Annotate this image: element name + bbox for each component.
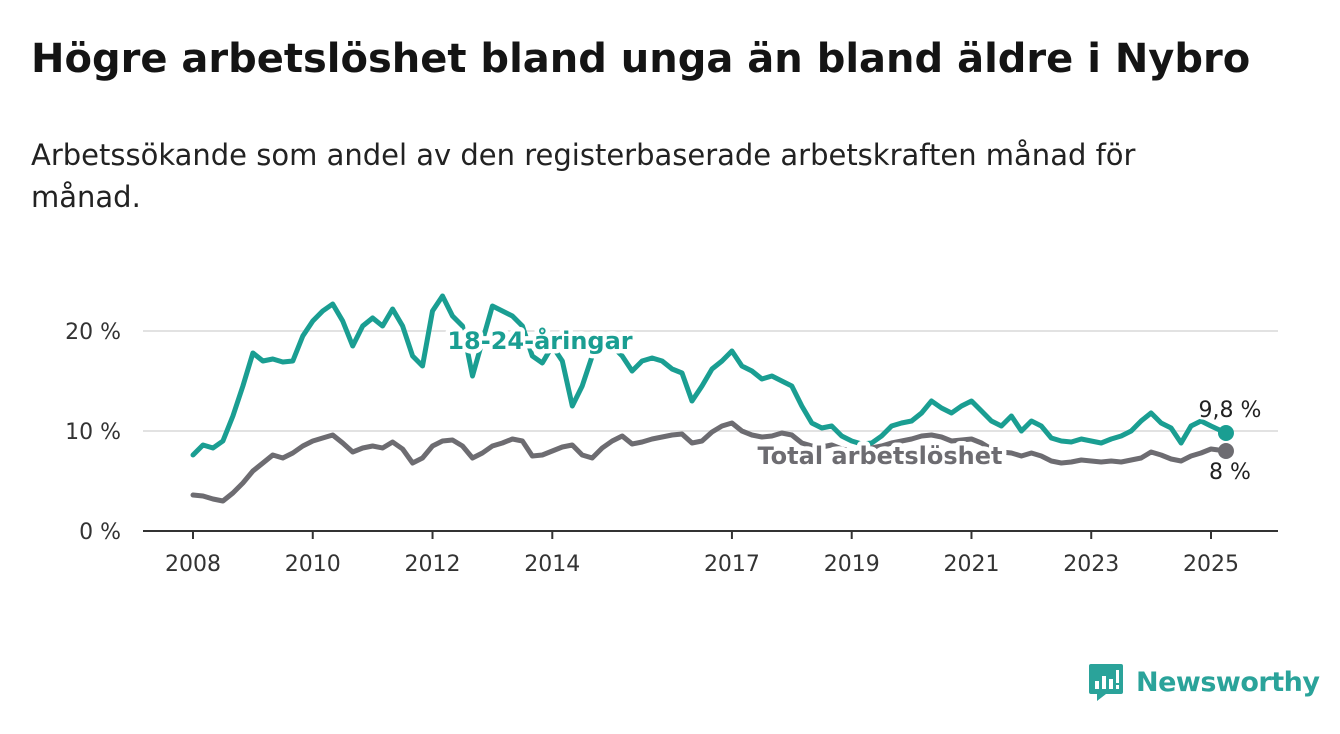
brand-name: Newsworthy bbox=[1136, 666, 1320, 698]
x-tick-label: 2014 bbox=[524, 552, 580, 577]
end-value-youth: 9,8 % bbox=[1199, 398, 1262, 423]
series-label-total: Total arbetslöshet bbox=[757, 442, 1002, 470]
series-lines bbox=[190, 293, 1234, 504]
x-tick-label: 2019 bbox=[824, 552, 880, 577]
brand-logo[interactable]: Newsworthy bbox=[1088, 660, 1320, 704]
x-tick-label: 2025 bbox=[1183, 552, 1239, 577]
y-tick-label: 20 % bbox=[65, 320, 121, 345]
chart-title: Högre arbetslöshet bland unga än bland ä… bbox=[31, 36, 1251, 82]
newsworthy-logo-icon bbox=[1089, 664, 1123, 701]
series-labels: 9,8 % 8 % 18-24-åringar Total arbetslöshet bbox=[443, 322, 1264, 488]
x-tick-label: 2017 bbox=[704, 552, 760, 577]
series-line-total bbox=[190, 420, 1229, 504]
end-point-total bbox=[1217, 443, 1234, 459]
end-value-total: 8 % bbox=[1209, 460, 1251, 485]
x-tick-label: 2008 bbox=[165, 552, 221, 577]
gridlines bbox=[143, 330, 1278, 432]
x-tick-label: 2023 bbox=[1063, 552, 1119, 577]
axes: 0 % 10 % 20 % 2008 2010 2012 2014 2017 2019 2021 2… bbox=[65, 320, 1278, 577]
x-tick-label: 2010 bbox=[285, 552, 341, 577]
y-tick-label: 0 % bbox=[79, 520, 121, 545]
chart-subtitle: Arbetssökande som andel av den registerb… bbox=[31, 138, 1136, 214]
series-line-youth bbox=[190, 293, 1229, 458]
series-label-youth: 18-24-åringar bbox=[447, 326, 632, 355]
end-point-youth bbox=[1217, 425, 1234, 441]
x-tick-label: 2021 bbox=[943, 552, 999, 577]
y-tick-label: 10 % bbox=[65, 420, 121, 445]
x-tick-label: 2012 bbox=[405, 552, 461, 577]
